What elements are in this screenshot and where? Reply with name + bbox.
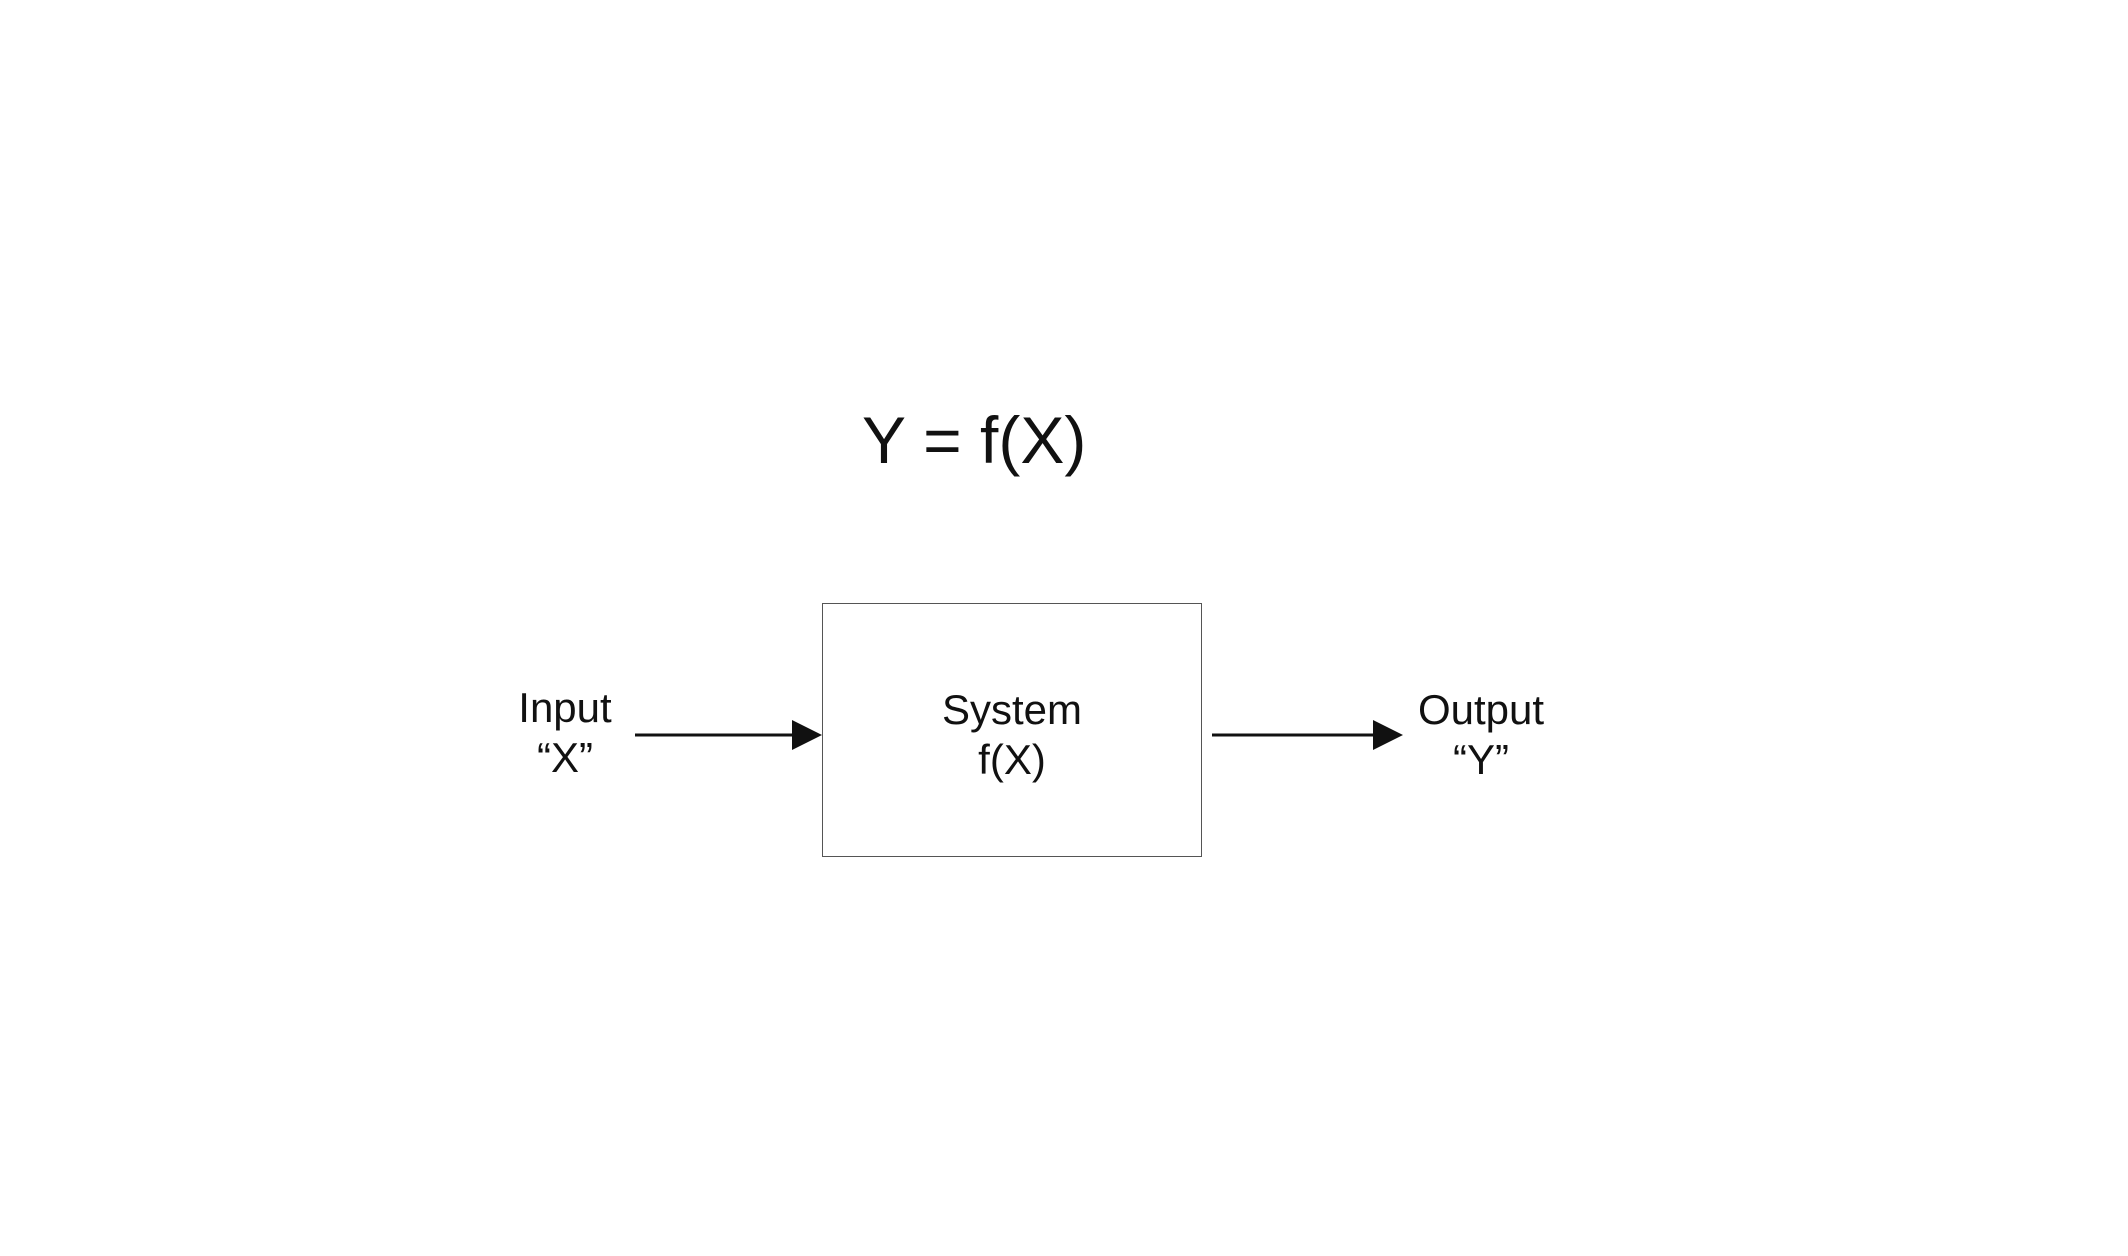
input-variable: “X” [537,734,593,781]
output-label: Output “Y” [1406,685,1556,785]
system-label-text: System [941,686,1083,733]
system-label: System f(X) [922,685,1102,785]
input-label-text: Input [518,684,612,731]
output-variable: “Y” [1453,736,1509,783]
output-label-text: Output [1417,686,1545,733]
system-function: f(X) [978,736,1046,783]
equation-title: Y = f(X) [862,403,1087,477]
system-box [822,603,1202,857]
input-label: Input “X” [500,683,630,783]
